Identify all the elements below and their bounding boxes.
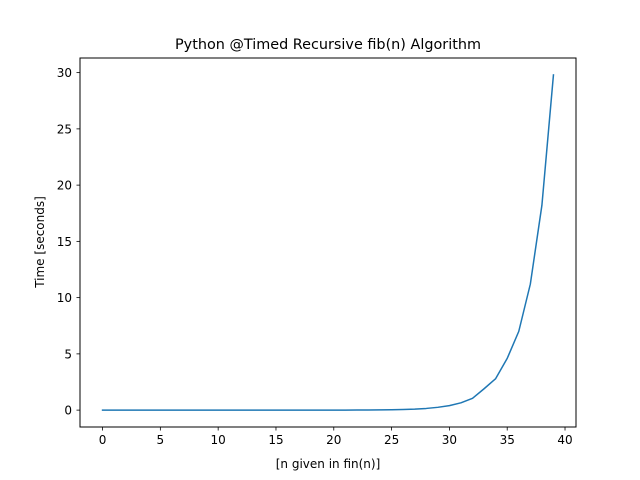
x-tick-label: 30 [442,433,457,447]
y-tick-label: 20 [57,179,72,193]
plot-area [101,74,555,411]
y-axis-label: Time [seconds] [33,196,47,289]
x-tick-label: 35 [500,433,515,447]
plot-frame [79,57,577,428]
x-tick-label: 10 [211,433,226,447]
y-tick-label: 5 [64,347,72,361]
y-tick-label: 10 [57,291,72,305]
y-tick-label: 0 [64,404,72,418]
y-tick-label: 30 [57,66,72,80]
series-line-0 [101,74,555,411]
chart-title: Python @Timed Recursive fib(n) Algorithm [175,37,481,53]
x-tick-label: 15 [268,433,283,447]
y-tick-label: 15 [57,235,72,249]
x-axis-label: [n given in fin(n)] [276,457,381,471]
x-axis: 0 5 10 15 20 25 30 35 40 [99,427,573,447]
y-axis: 0 5 10 15 20 25 30 [57,66,80,418]
x-tick-label: 40 [557,433,572,447]
x-tick-label: 20 [326,433,341,447]
x-tick-label: 5 [157,433,165,447]
x-tick-label: 0 [99,433,107,447]
x-tick-label: 25 [384,433,399,447]
y-tick-label: 25 [57,122,72,136]
